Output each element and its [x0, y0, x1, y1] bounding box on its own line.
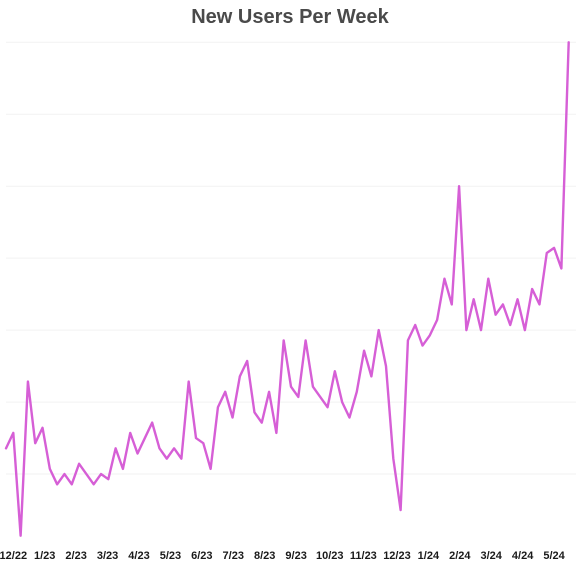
- x-tick-label: 4/24: [512, 550, 533, 562]
- x-tick-label: 11/23: [350, 550, 377, 562]
- x-tick-label: 2/23: [65, 550, 86, 562]
- x-tick-label: 6/23: [191, 550, 212, 562]
- x-tick-label: 2/24: [449, 550, 470, 562]
- line-chart: New Users Per Week 12/22 1/23 2/23 3/23 4/23…: [0, 0, 580, 574]
- x-tick-label: 8/23: [254, 550, 275, 562]
- data-line: [6, 42, 569, 535]
- x-tick-label: 4/23: [128, 550, 149, 562]
- x-tick-label: 1/24: [418, 550, 439, 562]
- x-axis: 12/22 1/23 2/23 3/23 4/23 5/23 6/23 7/23 8/23 9/2…: [0, 550, 580, 570]
- gridlines: [6, 42, 576, 474]
- x-tick-label: 7/23: [223, 550, 244, 562]
- x-tick-label: 1/23: [34, 550, 55, 562]
- x-tick-label: 12/22: [0, 550, 27, 562]
- chart-title: New Users Per Week: [0, 6, 580, 29]
- x-tick-label: 9/23: [285, 550, 306, 562]
- plot-area: [6, 32, 576, 546]
- x-tick-label: 5/24: [543, 550, 564, 562]
- x-tick-label: 3/23: [97, 550, 118, 562]
- x-tick-label: 5/23: [160, 550, 181, 562]
- x-tick-label: 12/23: [383, 550, 411, 562]
- x-tick-label: 3/24: [481, 550, 502, 562]
- x-tick-label: 10/23: [316, 550, 344, 562]
